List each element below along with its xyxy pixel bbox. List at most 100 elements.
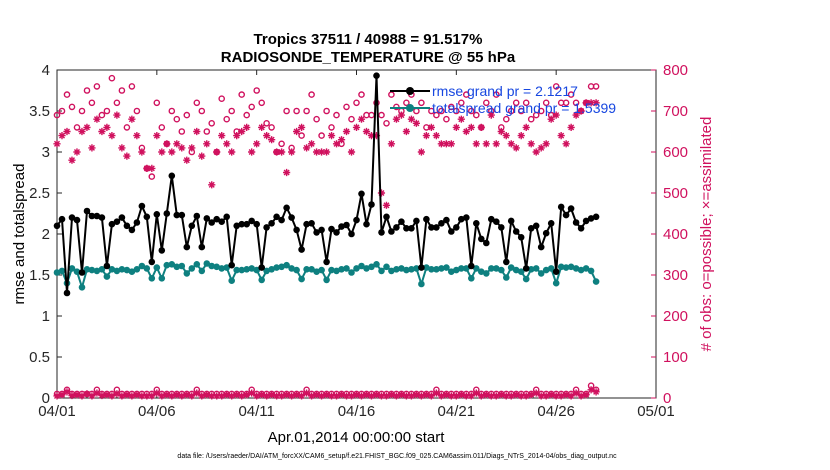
obs_assimilated_low-point	[547, 391, 555, 399]
totalspread-point	[418, 280, 425, 288]
obs_assimilated-point	[148, 164, 156, 172]
obs_possible-point	[452, 107, 460, 115]
obs_possible-point	[133, 107, 141, 115]
obs_assimilated-point	[362, 127, 371, 136]
rmse-point	[592, 213, 600, 221]
obs_assimilated_low-point	[467, 392, 475, 400]
y-tick-label: 0	[42, 390, 50, 407]
rmse-point	[288, 214, 295, 221]
rmse-point	[522, 265, 530, 272]
totalspread-point	[168, 261, 176, 268]
rmse-point	[493, 218, 500, 225]
totalspread-point	[148, 275, 156, 282]
obs_assimilated-point	[347, 148, 356, 156]
totalspread-point	[378, 267, 385, 275]
rmse-point	[328, 225, 335, 233]
totalspread-point	[68, 265, 76, 272]
y-tick-label: 1	[42, 308, 50, 325]
rmse-point	[572, 219, 580, 226]
obs_possible-point	[253, 87, 261, 94]
obs_assimilated_low-point	[362, 391, 371, 399]
obs_assimilated_low-point	[352, 391, 361, 399]
rmse-point	[537, 243, 545, 251]
obs_possible-point	[527, 115, 535, 123]
obs_assimilated-point	[118, 144, 126, 152]
obs_assimilated-point	[248, 148, 256, 156]
obs_assimilated-point	[342, 127, 351, 136]
rmse-point	[78, 269, 86, 276]
obs_assimilated_low-point	[432, 389, 440, 397]
obs_possible-point	[113, 99, 121, 107]
rmse-point	[403, 225, 410, 232]
y-tick-label: 3	[42, 144, 50, 161]
obs_possible-point	[552, 83, 560, 90]
rmse-point	[113, 218, 121, 225]
rmse-point	[323, 258, 330, 266]
obs_assimilated-point	[457, 115, 465, 123]
obs_assimilated_low-point	[497, 391, 505, 399]
totalspread-point	[547, 265, 555, 272]
obs_assimilated-point	[158, 148, 166, 156]
obs_assimilated-point	[432, 132, 440, 140]
rmse-point	[53, 222, 61, 230]
obs_assimilated_low-point	[68, 391, 76, 400]
obs_assimilated_low-point	[153, 389, 161, 397]
right-y-axis-label: # of obs: o=possible; ×=assimilated	[698, 117, 715, 352]
obs_assimilated-point	[532, 148, 540, 156]
obs_assimilated-point	[327, 132, 336, 140]
obs_assimilated_low-point	[148, 392, 156, 400]
rmse-point	[557, 203, 565, 211]
rmse-point	[268, 220, 275, 227]
y-tick-label: 2.5	[29, 185, 50, 202]
rmse-point	[453, 224, 460, 231]
obs_assimilated-point	[557, 132, 565, 140]
rmse-point	[308, 220, 315, 227]
rmse-point	[582, 217, 590, 225]
right-y-axis: 0 100 200 300 400 500 600 700 800	[651, 62, 688, 407]
obs_possible-point	[323, 107, 330, 115]
totalspread-point	[173, 263, 181, 271]
obs_assimilated_low-point	[307, 392, 316, 400]
totalspread-point	[88, 266, 96, 274]
totalspread-point	[522, 275, 530, 283]
obs_assimilated_low-point	[228, 392, 236, 400]
obs_assimilated-point	[253, 140, 261, 148]
obs_assimilated-point	[477, 123, 485, 131]
obs_possible-point	[512, 99, 520, 107]
obs_assimilated_low-point	[562, 391, 570, 399]
obs_assimilated_low-point	[183, 391, 191, 399]
totalspread-point	[398, 265, 405, 272]
totalspread-point	[213, 263, 220, 271]
totalspread-point	[313, 268, 320, 276]
rmse-point	[383, 213, 390, 221]
obs_possible-point	[58, 107, 66, 115]
obs_possible-point	[462, 91, 470, 98]
obs_assimilated_low-point	[98, 391, 106, 400]
obs_possible-point	[383, 120, 390, 127]
rmse-point	[408, 225, 415, 232]
totalspread-point	[408, 266, 415, 273]
x-tick-label: 04/26	[537, 403, 575, 420]
obs_assimilated-point	[487, 111, 495, 119]
obs_assimilated_low-point	[208, 392, 216, 400]
totalspread-point	[73, 268, 81, 276]
totalspread-point	[153, 264, 161, 271]
y-tick-label: 2	[42, 226, 50, 243]
totalspread-point	[228, 277, 235, 285]
totalspread-point	[198, 267, 206, 275]
totalspread-point	[483, 270, 490, 277]
rmse-point	[253, 220, 260, 228]
totalspread-point	[448, 268, 455, 276]
rmse-point	[198, 243, 206, 251]
totalspread-point	[158, 275, 166, 282]
rmse-point	[88, 212, 96, 220]
rmse-point	[128, 226, 136, 234]
totalspread-point	[557, 263, 565, 271]
totalspread-point	[243, 266, 250, 273]
totalspread-point	[328, 266, 335, 274]
rmse-point	[138, 202, 146, 210]
x-axis: 04/01 04/06 04/11 04/16 04/21 04/26 05/01	[38, 70, 675, 420]
obs_assimilated-point	[587, 99, 595, 107]
obs_assimilated_low-point	[78, 392, 86, 400]
rmse-point	[418, 264, 425, 271]
